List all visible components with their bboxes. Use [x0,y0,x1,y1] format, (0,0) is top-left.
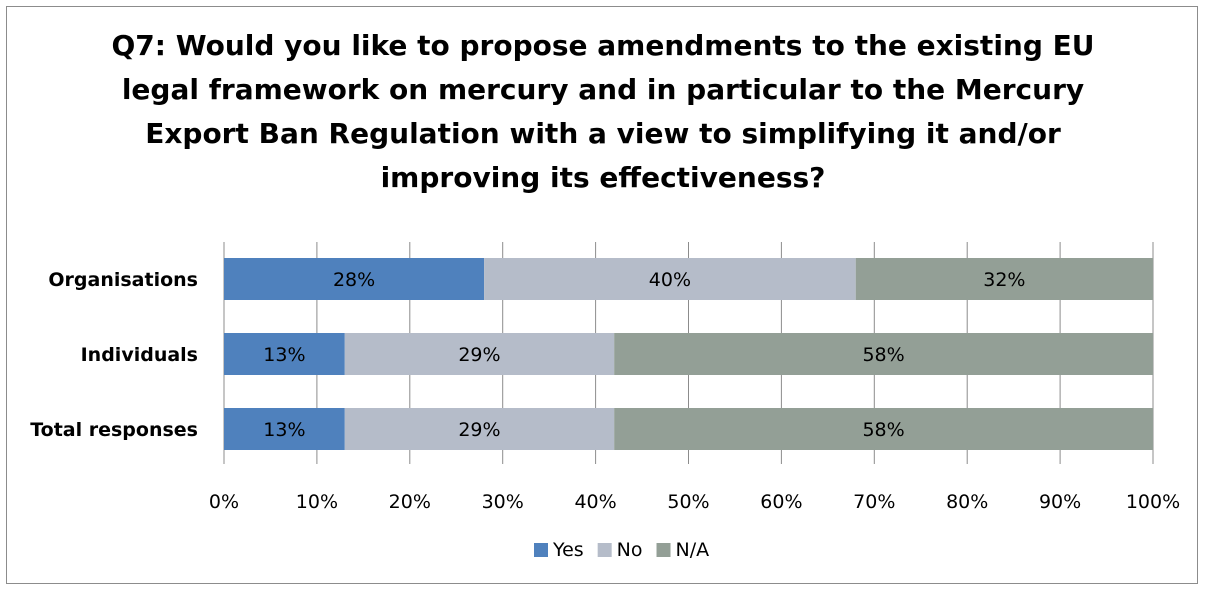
data-label: 29% [458,419,500,441]
x-tick-label: 0% [209,491,239,513]
chart-title: Q7: Would you like to propose amendments… [111,29,1095,194]
bar-yes [224,258,485,300]
bar-na [614,408,1153,450]
bar-yes [224,408,345,450]
data-label: 58% [862,419,904,441]
bar-yes [224,333,345,375]
x-tick-label: 70% [853,491,895,513]
data-label: 40% [649,269,691,291]
legend-label: N/A [676,539,710,561]
x-tick-label: 60% [760,491,802,513]
legend-label: Yes [552,539,584,561]
x-tick-label: 30% [482,491,524,513]
bar-na [855,258,1153,300]
bar-no [484,258,856,300]
bar-no [344,408,615,450]
x-tick-label: 50% [667,491,709,513]
data-label: 29% [458,344,500,366]
data-label: 28% [333,269,375,291]
category-label: Organisations [48,269,198,291]
x-tick-label: 40% [574,491,616,513]
bars [224,258,1153,450]
data-label: 13% [263,419,305,441]
legend-label: No [617,539,643,561]
legend-swatch [656,543,671,557]
legend-swatch [597,543,612,557]
legend: Yes No N/A [534,539,709,561]
data-label: 32% [983,269,1025,291]
x-tick-label: 80% [946,491,988,513]
data-label: 13% [263,344,305,366]
x-tick-label: 90% [1039,491,1081,513]
x-tick-label: 10% [296,491,338,513]
legend-swatch [534,543,548,557]
x-tick-label: 100% [1126,491,1180,513]
x-tick-labels: 0% 10% 20% 30% 40% 50% 60% 70% 80% 90% 100% [209,491,1180,513]
bar-no [344,333,615,375]
bar-na [614,333,1153,375]
category-labels: Organisations Individuals Total responses [30,269,198,441]
data-label: 58% [862,344,904,366]
category-label: Total responses [30,419,198,441]
data-labels: 28% 40% 32% 13% 29% 58% 13% 29% 58% [263,269,1025,441]
x-tick-label: 20% [389,491,431,513]
category-label: Individuals [81,344,198,366]
